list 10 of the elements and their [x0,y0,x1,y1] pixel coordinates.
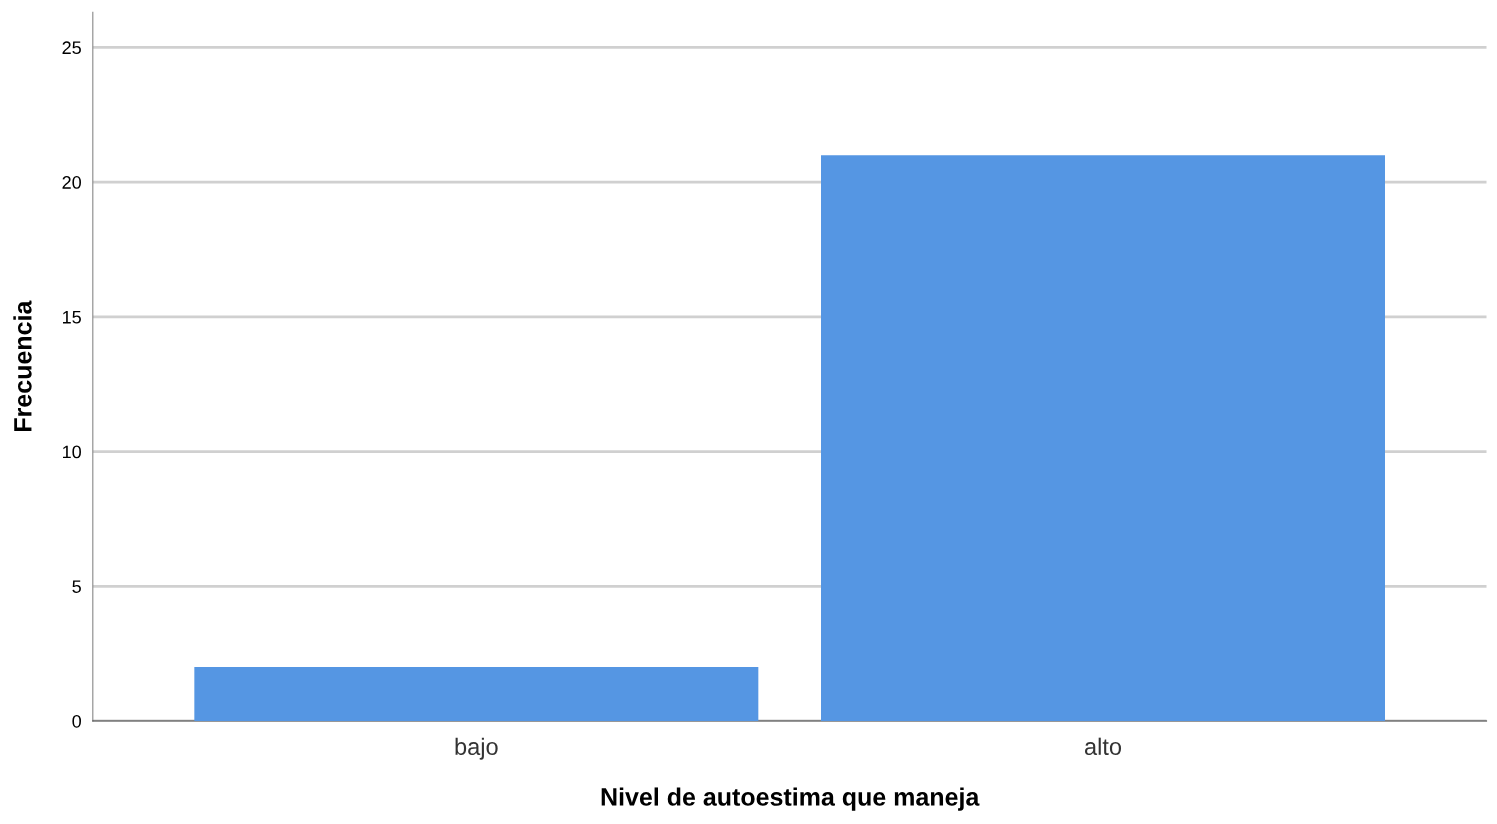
y-tick-label: 20 [62,176,81,189]
y-tick-label: 25 [62,41,81,55]
x-tick-label: bajo [455,737,498,760]
y-axis-title: Frecuencia [13,300,32,432]
x-axis-title: Nivel de autoestima que maneja [601,787,980,811]
y-tick-label: 0 [72,714,81,728]
y-tick-label: 15 [63,310,81,324]
y-tick-label: 5 [72,580,81,593]
x-tick-label: alto [1084,737,1122,756]
y-tick-label: 10 [63,445,81,459]
